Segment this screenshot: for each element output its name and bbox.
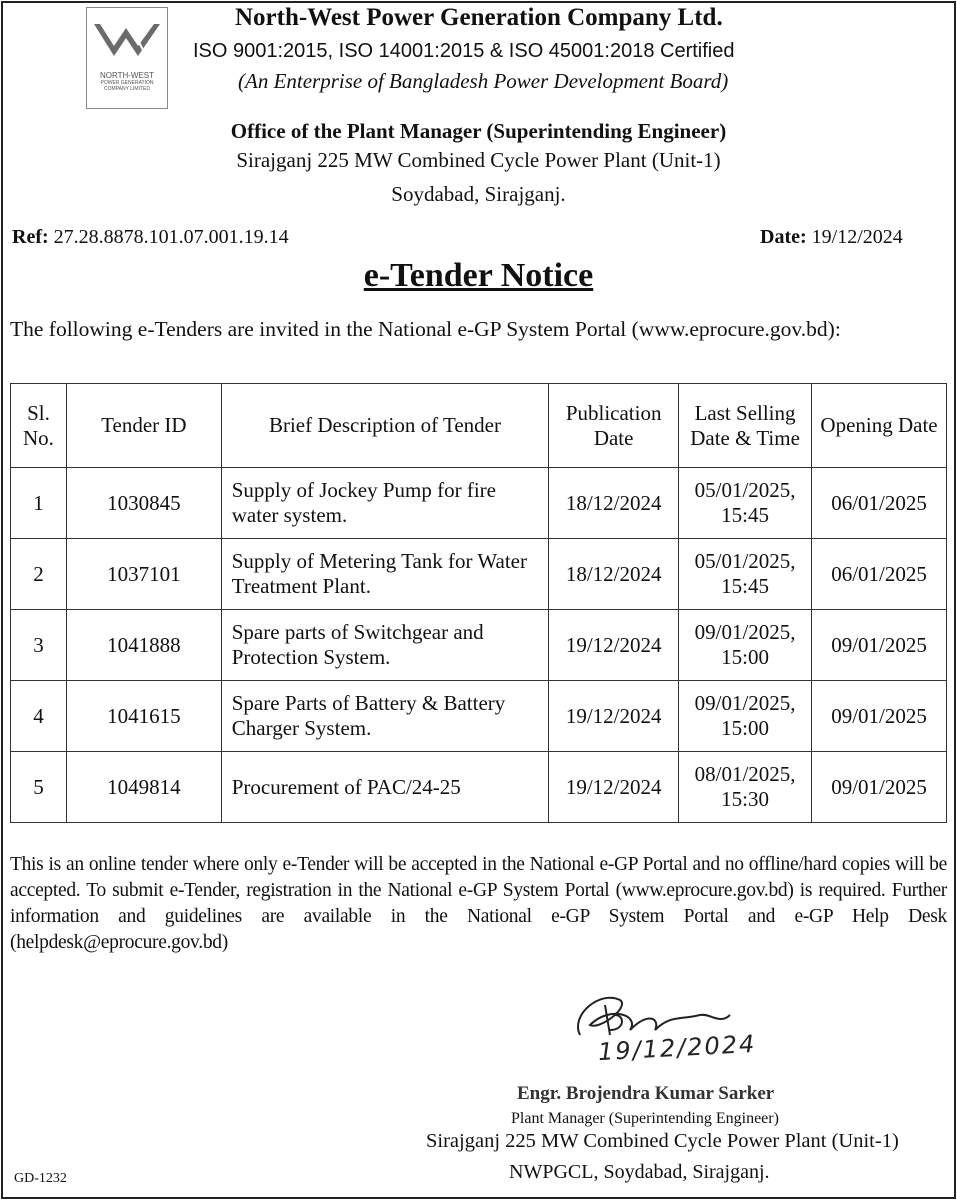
- table-row: 4 1041615 Spare Parts of Battery & Battery…: [10, 680, 947, 752]
- signatory-name: Engr. Brojendra Kumar Sarker: [517, 1083, 775, 1104]
- logo-w-icon: [94, 23, 160, 56]
- notice-paragraph: This is an online tender where only e-Te…: [10, 852, 947, 956]
- notice-title-text: e-Tender Notice: [363, 257, 594, 294]
- cell-last-selling: 05/01/2025, 15:45: [678, 467, 813, 539]
- helpdesk-email-link[interactable]: helpdesk@eprocure.gov.bd: [16, 932, 222, 953]
- table-row: 5 1049814 Procurement of PAC/24-25 19/12/20…: [10, 751, 947, 823]
- tender-table: Sl. No. Tender ID Brief Description of T…: [10, 383, 947, 823]
- cell-sl: 3: [10, 609, 67, 681]
- cell-last-selling: 08/01/2025, 15:30: [678, 751, 813, 823]
- enterprise-line: (An Enterprise of Bangladesh Power Devel…: [238, 69, 729, 93]
- signature-image: [577, 996, 731, 1036]
- cell-last-selling: 09/01/2025, 15:00: [678, 609, 813, 681]
- intro-text: The following e-Tenders are invited in t…: [10, 317, 841, 341]
- notice-text: This is an online tender where only e-Te…: [10, 854, 947, 901]
- signatory-plant: Sirajganj 225 MW Combined Cycle Power Pl…: [426, 1130, 899, 1152]
- cell-sl: 5: [10, 751, 67, 823]
- logo-text: NORTH-WEST: [99, 71, 155, 80]
- col-header: Brief Description of Tender: [220, 383, 550, 468]
- cell-tender-id: 1037101: [65, 538, 222, 610]
- cell-publication: 19/12/2024: [548, 680, 680, 752]
- cell-last-selling: 05/01/2025, 15:45: [678, 538, 813, 610]
- cell-opening: 09/01/2025: [811, 609, 947, 681]
- table-header-row: Sl. No. Tender ID Brief Description of T…: [10, 383, 947, 468]
- table-row: 2 1037101 Supply of Metering Tank for Wate…: [10, 538, 947, 610]
- cell-description: Spare parts of Switchgear and Protection…: [220, 609, 550, 681]
- cell-sl: 2: [10, 538, 67, 610]
- cell-sl: 1: [10, 467, 67, 539]
- cell-description: Supply of Metering Tank for Water Treatm…: [220, 538, 550, 610]
- table-row: 3 1041888 Spare parts of Switchgear and Pr…: [10, 609, 947, 681]
- reference: Ref: 27.28.8878.101.07.001.19.14: [12, 226, 289, 249]
- cell-publication: 19/12/2024: [548, 751, 680, 823]
- cell-opening: 06/01/2025: [811, 467, 947, 539]
- office-title: Office of the Plant Manager (Superintend…: [230, 119, 727, 143]
- notice-text: ): [221, 932, 229, 953]
- certification: ISO 9001:2015, ISO 14001:2015 & ISO 4500…: [193, 40, 735, 62]
- cell-publication: 18/12/2024: [548, 538, 680, 610]
- cell-description: Procurement of PAC/24-25: [220, 751, 550, 823]
- cell-last-selling: 09/01/2025, 15:00: [678, 680, 813, 752]
- date-value: 19/12/2024: [811, 226, 903, 248]
- notice-title: e-Tender Notice: [0, 257, 957, 295]
- cell-description: Spare Parts of Battery & Battery Charger…: [220, 680, 550, 752]
- company-logo: NORTH-WEST POWER GENERATION COMPANY LIMI…: [86, 7, 168, 109]
- col-header: Tender ID: [65, 383, 222, 468]
- col-header: Last Selling Date & Time: [678, 383, 813, 468]
- location: Soydabad, Sirajganj.: [391, 182, 566, 206]
- signatory-designation: Plant Manager (Superintending Engineer): [511, 1110, 779, 1127]
- logo-text: POWER GENERATION: [100, 80, 154, 86]
- logo-text: COMPANY LIMITED: [104, 86, 150, 92]
- plant-name: Sirajganj 225 MW Combined Cycle Power Pl…: [236, 148, 721, 172]
- col-header: Publication Date: [548, 383, 680, 468]
- cell-opening: 06/01/2025: [811, 538, 947, 610]
- cell-publication: 18/12/2024: [548, 467, 680, 539]
- signatory-address: NWPGCL, Soydabad, Sirajganj.: [509, 1161, 770, 1183]
- cell-tender-id: 1030845: [65, 467, 222, 539]
- cell-tender-id: 1041888: [65, 609, 222, 681]
- cell-opening: 09/01/2025: [811, 751, 947, 823]
- company-name: North-West Power Generation Company Ltd.: [235, 4, 723, 31]
- cell-opening: 09/01/2025: [811, 680, 947, 752]
- col-header: Sl. No.: [10, 383, 67, 468]
- ref-value: 27.28.8878.101.07.001.19.14: [53, 226, 289, 248]
- col-header: Opening Date: [811, 383, 947, 468]
- notice-text: ) is required. Further information and g…: [10, 880, 947, 953]
- notice-date: Date: 19/12/2024: [760, 226, 903, 249]
- eprocure-link[interactable]: www.eprocure.gov.bd: [621, 880, 788, 901]
- cell-description: Supply of Jockey Pump for fire water sys…: [220, 467, 550, 539]
- cell-sl: 4: [10, 680, 67, 752]
- cell-publication: 19/12/2024: [548, 609, 680, 681]
- table-row: 1 1030845 Supply of Jockey Pump for fire w…: [10, 467, 947, 539]
- date-label: Date:: [760, 226, 807, 248]
- cell-tender-id: 1049814: [65, 751, 222, 823]
- cell-tender-id: 1041615: [65, 680, 222, 752]
- ref-label: Ref:: [12, 226, 49, 248]
- footer-code: GD-1232: [14, 1171, 67, 1186]
